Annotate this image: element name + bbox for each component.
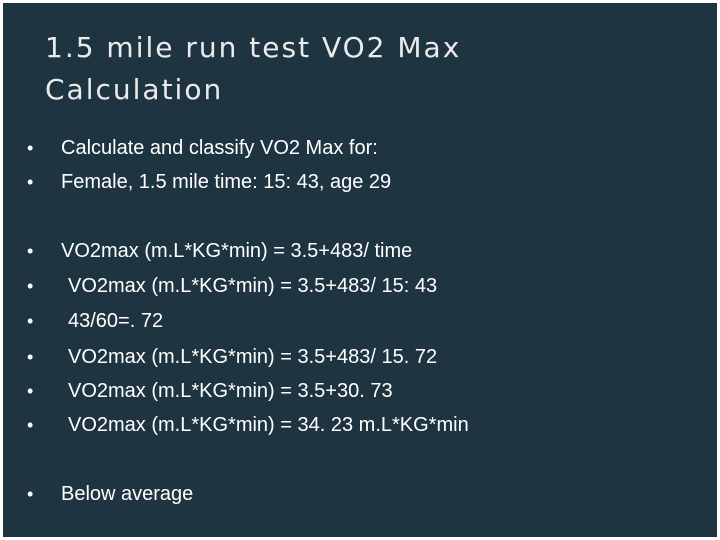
bullet-item-subject: • Female, 1.5 mile time: 15: 43, age 29 xyxy=(27,167,391,197)
bullet-text: Calculate and classify VO2 Max for: xyxy=(61,137,378,159)
bullet-item-step-4: • VO2max (m.L*KG*min) = 3.5+30. 73 xyxy=(27,376,393,406)
bullet-item-classification: • Below average xyxy=(27,479,193,509)
bullet-marker: • xyxy=(27,381,34,401)
bullet-marker: • xyxy=(27,172,34,192)
bullet-item-step-2: • 43/60=. 72 xyxy=(27,306,163,336)
bullet-marker: • xyxy=(27,347,34,367)
bullet-marker: • xyxy=(27,415,34,435)
bullet-marker: • xyxy=(27,138,34,158)
bullet-marker: • xyxy=(27,311,34,331)
bullet-text: VO2max (m.L*KG*min) = 3.5+30. 73 xyxy=(68,380,393,402)
bullet-item-result: • VO2max (m.L*KG*min) = 34. 23 m.L*KG*min xyxy=(27,410,469,440)
bullet-item-formula: • VO2max (m.L*KG*min) = 3.5+483/ time xyxy=(27,236,412,266)
bullet-marker: • xyxy=(27,276,34,296)
bullet-item-step-1: • VO2max (m.L*KG*min) = 3.5+483/ 15: 43 xyxy=(27,271,437,301)
bullet-text: Female, 1.5 mile time: 15: 43, age 29 xyxy=(61,171,392,193)
bullet-text: 43/60=. 72 xyxy=(68,310,164,332)
bullet-item-task: • Calculate and classify VO2 Max for: xyxy=(27,133,378,163)
bullet-text: VO2max (m.L*KG*min) = 34. 23 m.L*KG*min xyxy=(68,414,469,436)
bullet-text: VO2max (m.L*KG*min) = 3.5+483/ 15: 43 xyxy=(68,275,438,297)
bullet-text: Below average xyxy=(61,483,194,505)
bullet-text: VO2max (m.L*KG*min) = 3.5+483/ 15. 72 xyxy=(68,346,438,368)
slide-title-line-1: 1.5 mile run test VO2 Max xyxy=(45,31,462,64)
bullet-text: VO2max (m.L*KG*min) = 3.5+483/ time xyxy=(61,240,413,262)
bullet-marker: • xyxy=(27,484,34,504)
slide-title-line-2: Calculation xyxy=(45,73,224,106)
slide-title: 1.5 mile run test VO2 Max Calculation xyxy=(45,27,685,111)
bullet-item-step-3: • VO2max (m.L*KG*min) = 3.5+483/ 15. 72 xyxy=(27,342,437,372)
bullet-marker: • xyxy=(27,241,34,261)
